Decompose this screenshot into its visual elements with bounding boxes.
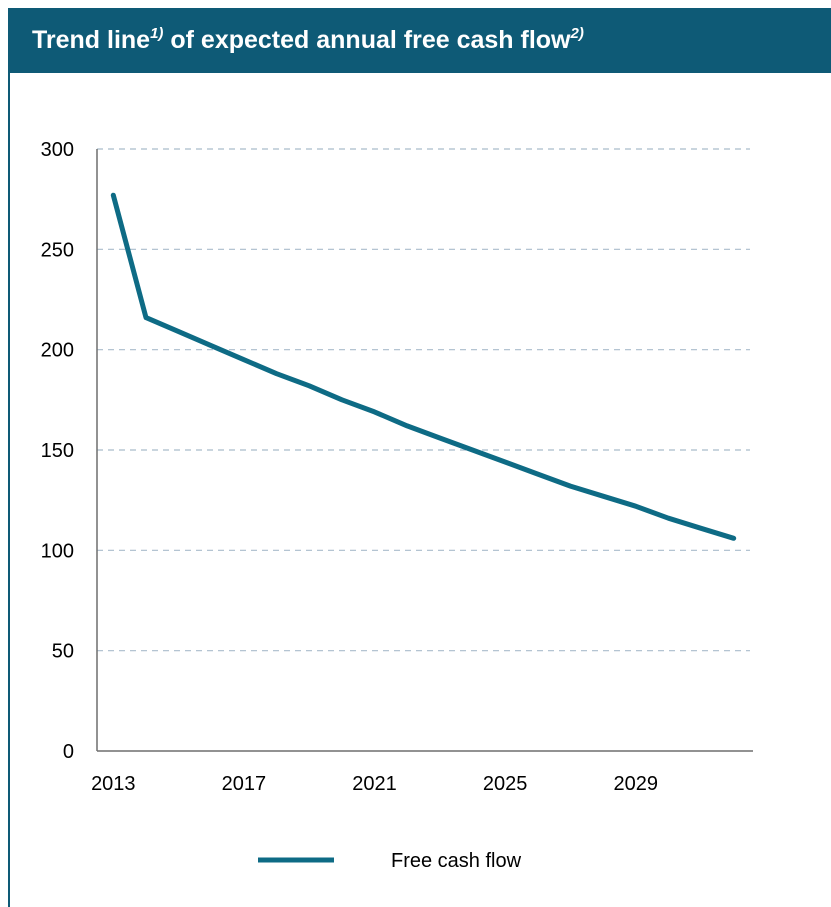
y-tick-label: 100 bbox=[41, 540, 74, 562]
x-tick-label: 2025 bbox=[483, 773, 528, 795]
chart-panel bbox=[8, 8, 831, 907]
footnote-1: 1) bbox=[150, 25, 164, 42]
x-tick-labels: 2013 2017 2021 2025 2029 bbox=[91, 773, 658, 795]
footnote-2: 2) bbox=[570, 25, 584, 42]
axes bbox=[96, 149, 753, 752]
y-tick-labels: 0 50 100 150 200 250 300 bbox=[41, 139, 74, 763]
gridlines bbox=[97, 148, 750, 652]
chart-title: Trend line1) of expected annual free cas… bbox=[8, 8, 831, 73]
x-tick-label: 2021 bbox=[352, 773, 397, 795]
x-tick-label: 2013 bbox=[91, 773, 136, 795]
series bbox=[110, 192, 737, 541]
legend-label-free-cash-flow: Free cash flow bbox=[391, 850, 522, 872]
title-main: Trend line bbox=[32, 26, 151, 54]
legend: Free cash flow bbox=[258, 850, 522, 872]
y-tick-label: 150 bbox=[41, 440, 74, 462]
title-middle: of expected annual free cash flow bbox=[163, 26, 571, 54]
y-tick-label: 0 bbox=[63, 741, 74, 763]
y-tick-label: 50 bbox=[52, 641, 74, 663]
x-tick-label: 2017 bbox=[222, 773, 267, 795]
y-tick-label: 250 bbox=[41, 239, 74, 261]
y-tick-label: 300 bbox=[41, 139, 74, 161]
series-line-free-cash-flow bbox=[110, 192, 737, 541]
y-tick-label: 200 bbox=[41, 340, 74, 362]
x-tick-label: 2029 bbox=[613, 773, 658, 795]
